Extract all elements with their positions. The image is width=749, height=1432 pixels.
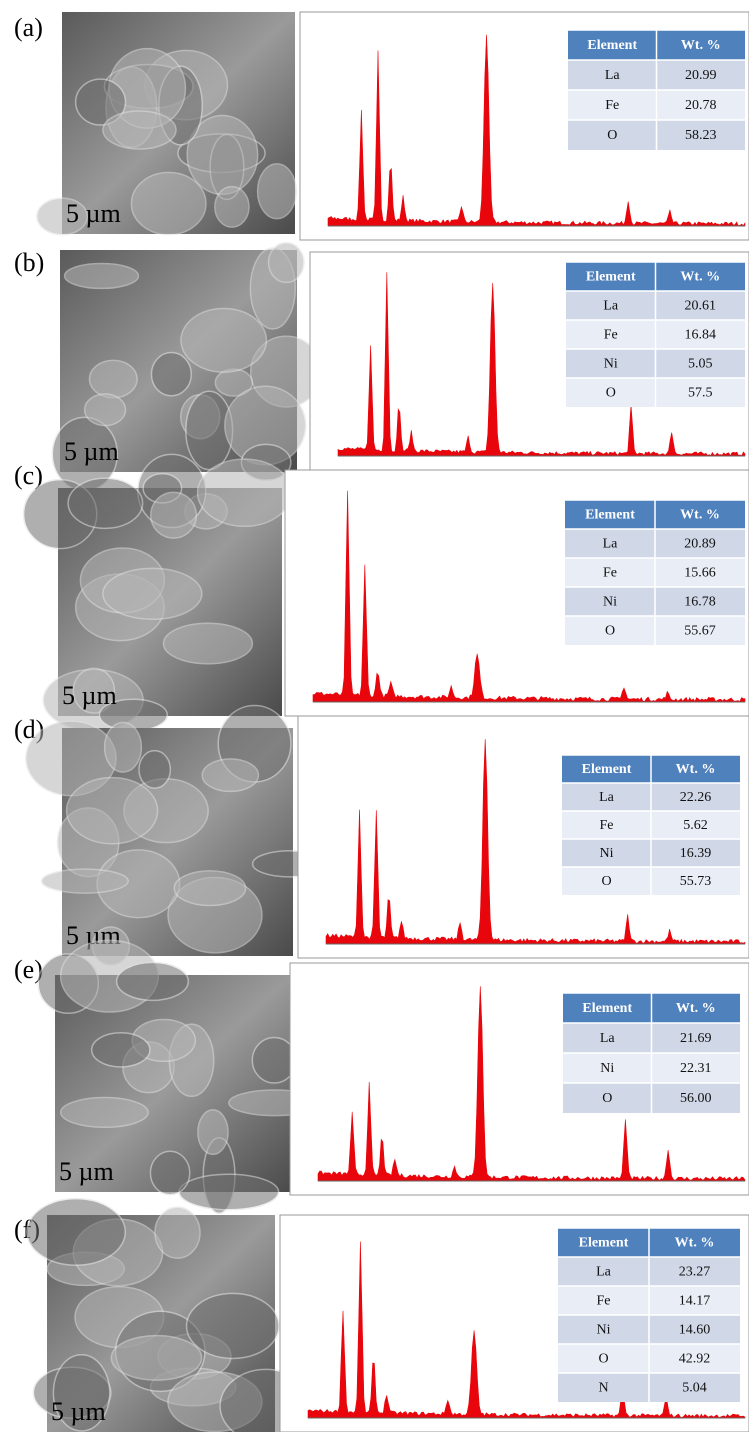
table-cell: 20.61: [685, 299, 717, 314]
sem-texture: [151, 352, 191, 395]
table-cell: 5.05: [688, 357, 713, 372]
sem-texture: [90, 360, 138, 397]
table-cell: Fe: [605, 98, 619, 113]
sem-texture: [186, 1293, 279, 1358]
table-cell: 55.67: [684, 624, 716, 639]
table-cell: O: [602, 1091, 612, 1106]
table-cell: 16.84: [685, 328, 717, 343]
sem-texture: [61, 1098, 148, 1128]
sem-texture: [181, 309, 266, 373]
sem-texture: [68, 478, 142, 528]
table-header-cell: Wt. %: [676, 1001, 716, 1016]
table-cell: 22.26: [680, 790, 712, 805]
table-cell: Fe: [600, 818, 614, 833]
sem-texture: [131, 173, 205, 235]
sem-texture: [215, 187, 249, 227]
table-cell: La: [603, 299, 619, 314]
table-cell: O: [605, 624, 615, 639]
table-cell: 20.78: [685, 98, 717, 113]
sem-texture: [198, 1110, 228, 1154]
sem-texture: [155, 1207, 200, 1258]
table-cell: O: [601, 874, 611, 889]
scale-bar-label: 5 µm: [62, 681, 117, 710]
table-cell: Ni: [603, 595, 617, 610]
sem-texture: [103, 568, 202, 619]
table-cell: Fe: [604, 328, 618, 343]
table-cell: 14.17: [679, 1294, 711, 1309]
table-cell: La: [599, 790, 615, 805]
table-header-cell: Wt. %: [680, 508, 720, 523]
sem-texture: [42, 869, 129, 893]
table-header-cell: Element: [587, 38, 637, 53]
table-cell: 5.04: [682, 1381, 707, 1396]
sem-texture: [92, 1033, 150, 1067]
sem-texture: [27, 1199, 126, 1266]
sem-texture: [65, 263, 139, 288]
scale-bar-label: 5 µm: [59, 1157, 114, 1186]
sem-texture: [151, 492, 197, 538]
sem-texture: [150, 1151, 189, 1194]
table-cell: O: [607, 128, 617, 143]
scale-bar-label: 5 µm: [66, 199, 121, 228]
table-cell: 21.69: [680, 1031, 712, 1046]
table-cell: 42.92: [679, 1352, 711, 1367]
sem-texture: [269, 243, 304, 283]
panel-label: (b): [14, 248, 44, 277]
sem-texture: [139, 751, 170, 789]
table-cell: 14.60: [679, 1323, 711, 1338]
table-cell: 56.00: [680, 1091, 712, 1106]
table-cell: O: [598, 1352, 608, 1367]
scale-bar-label: 5 µm: [51, 1397, 106, 1426]
table-cell: Fe: [603, 566, 617, 581]
sem-texture: [179, 1174, 279, 1209]
table-cell: 57.5: [688, 386, 713, 401]
table-header-cell: Element: [585, 508, 635, 523]
table-cell: Ni: [600, 846, 614, 861]
sem-texture: [111, 1336, 201, 1381]
sem-texture: [174, 871, 245, 906]
table-cell: Ni: [597, 1323, 611, 1338]
table-cell: La: [600, 1031, 616, 1046]
table-cell: 23.27: [679, 1265, 711, 1280]
table-header-cell: Element: [582, 1001, 632, 1016]
table-header-cell: Wt. %: [681, 38, 721, 53]
sem-texture: [117, 962, 189, 1000]
table-cell: 55.73: [680, 874, 712, 889]
table-cell: La: [605, 68, 621, 83]
table-header-cell: Element: [579, 1236, 629, 1251]
table-header-cell: Wt. %: [675, 1236, 715, 1251]
sem-texture: [258, 164, 297, 219]
sem-texture: [105, 722, 142, 772]
sem-texture: [67, 778, 158, 844]
table-cell: Fe: [597, 1294, 611, 1309]
table-header-cell: Element: [586, 270, 636, 285]
sem-texture: [85, 394, 126, 426]
panel-label: (a): [14, 13, 43, 42]
table-cell: 58.23: [685, 128, 717, 143]
table-cell: 22.31: [680, 1061, 712, 1076]
figure: (a) 5 µm Element Wt. % La 20.99 Fe 20.78 O 58.23 (…: [0, 0, 749, 1432]
table-header-cell: Wt. %: [680, 270, 720, 285]
table-cell: 16.39: [680, 846, 712, 861]
sem-texture: [163, 623, 252, 664]
table-cell: O: [606, 386, 616, 401]
table-cell: N: [598, 1381, 608, 1396]
table-cell: 5.62: [683, 818, 708, 833]
table-cell: 16.78: [684, 595, 716, 610]
table-header-cell: Wt. %: [676, 762, 716, 777]
sem-texture: [103, 111, 176, 149]
sem-texture: [198, 459, 292, 526]
page: {"panels": [ {"label": "(a)", "scale_bar…: [0, 0, 749, 1432]
table-cell: 15.66: [684, 566, 716, 581]
sem-texture: [202, 759, 258, 791]
table-header-cell: Element: [582, 762, 632, 777]
scale-bar-label: 5 µm: [64, 437, 119, 466]
table-cell: Ni: [600, 1061, 614, 1076]
table-cell: La: [603, 537, 619, 552]
table-cell: 20.99: [685, 68, 717, 83]
table-cell: Ni: [604, 357, 618, 372]
table-cell: 20.89: [684, 537, 716, 552]
table-cell: La: [596, 1265, 612, 1280]
